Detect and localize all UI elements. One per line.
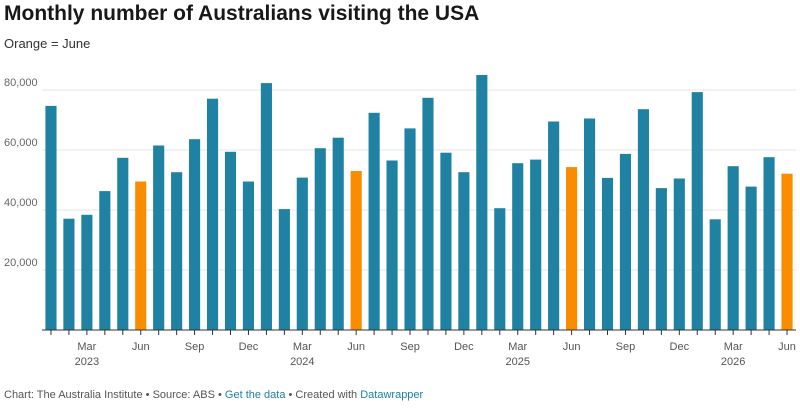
bar (404, 128, 416, 330)
bar (117, 157, 129, 330)
bar (440, 152, 452, 330)
footer-separator: • (142, 389, 153, 401)
x-tick-label: Mar (293, 341, 312, 353)
bar (296, 177, 308, 330)
bar (458, 172, 470, 330)
y-tick-label: 40,000 (4, 197, 38, 209)
bar (530, 159, 542, 330)
x-tick-label: Jun (132, 341, 150, 353)
bar (494, 208, 506, 330)
bar (99, 191, 111, 330)
x-tick-label: Mar (77, 341, 96, 353)
x-tick-year-label: 2023 (75, 356, 99, 368)
x-tick-label: Jun (563, 341, 581, 353)
bar (512, 163, 524, 330)
bar (314, 148, 326, 330)
bar (63, 218, 75, 330)
datawrapper-link[interactable]: Datawrapper (360, 389, 424, 401)
x-tick-label: Mar (508, 341, 527, 353)
bar-june (350, 171, 362, 330)
x-tick-label: Dec (454, 341, 474, 353)
footer: Chart: The Australia Institute • Source:… (4, 389, 423, 401)
bar (153, 145, 165, 330)
chart-credit: Chart: The Australia Institute (4, 389, 143, 401)
y-tick-label: 80,000 (4, 77, 38, 89)
bar (206, 98, 219, 330)
bar (260, 83, 272, 330)
bar (422, 97, 434, 330)
x-tick-year-label: 2025 (505, 356, 529, 368)
bar (709, 219, 721, 330)
x-tick-label: Sep (616, 341, 636, 353)
source-text: Source: ABS (152, 389, 215, 401)
bar (745, 186, 757, 330)
y-tick-label: 20,000 (4, 257, 38, 269)
created-with-text: Created with (295, 389, 361, 401)
bar (691, 92, 703, 330)
x-tick-year-label: 2026 (721, 356, 745, 368)
x-tick-label: Jun (347, 341, 365, 353)
y-tick-label: 60,000 (4, 137, 38, 149)
bar (242, 181, 255, 330)
bar (386, 160, 398, 330)
x-tick-year-label: 2024 (290, 356, 314, 368)
x-tick-label: Dec (670, 341, 690, 353)
bars (45, 75, 793, 331)
x-axis: Mar 2023 Jun Sep Dec Mar 2024 Jun Sep Dec Mar 2025 J… (42, 329, 796, 368)
bar (224, 151, 237, 330)
get-data-link[interactable]: Get the data (224, 389, 286, 401)
bar (189, 139, 201, 330)
bar (763, 157, 775, 330)
bar (655, 188, 667, 330)
x-tick-label: Sep (185, 341, 205, 353)
bar (476, 75, 488, 330)
chart-subtitle: Orange = June (4, 36, 91, 51)
bar (332, 137, 344, 330)
gridlines: 20,000 40,000 60,000 80,000 (4, 77, 796, 271)
chart-title: Monthly number of Australians visiting t… (4, 2, 480, 25)
bar (583, 118, 596, 330)
bar-june (135, 181, 147, 330)
bar (368, 112, 380, 330)
bar (727, 166, 739, 330)
bar (637, 109, 649, 330)
bar-june (781, 173, 793, 330)
bar (45, 105, 57, 331)
bar (673, 178, 685, 330)
footer-separator: • (214, 389, 225, 401)
bar (548, 121, 560, 330)
x-tick-label: Mar (724, 341, 743, 353)
bar (81, 214, 93, 330)
bar (278, 209, 290, 330)
x-tick-label: Dec (239, 341, 259, 353)
bar (171, 172, 183, 330)
footer-separator: • (285, 389, 296, 401)
bar (601, 177, 614, 330)
x-tick-label: Sep (400, 341, 420, 353)
bar-june (566, 167, 578, 330)
x-tick-label: Jun (778, 341, 796, 353)
bar (619, 153, 632, 330)
